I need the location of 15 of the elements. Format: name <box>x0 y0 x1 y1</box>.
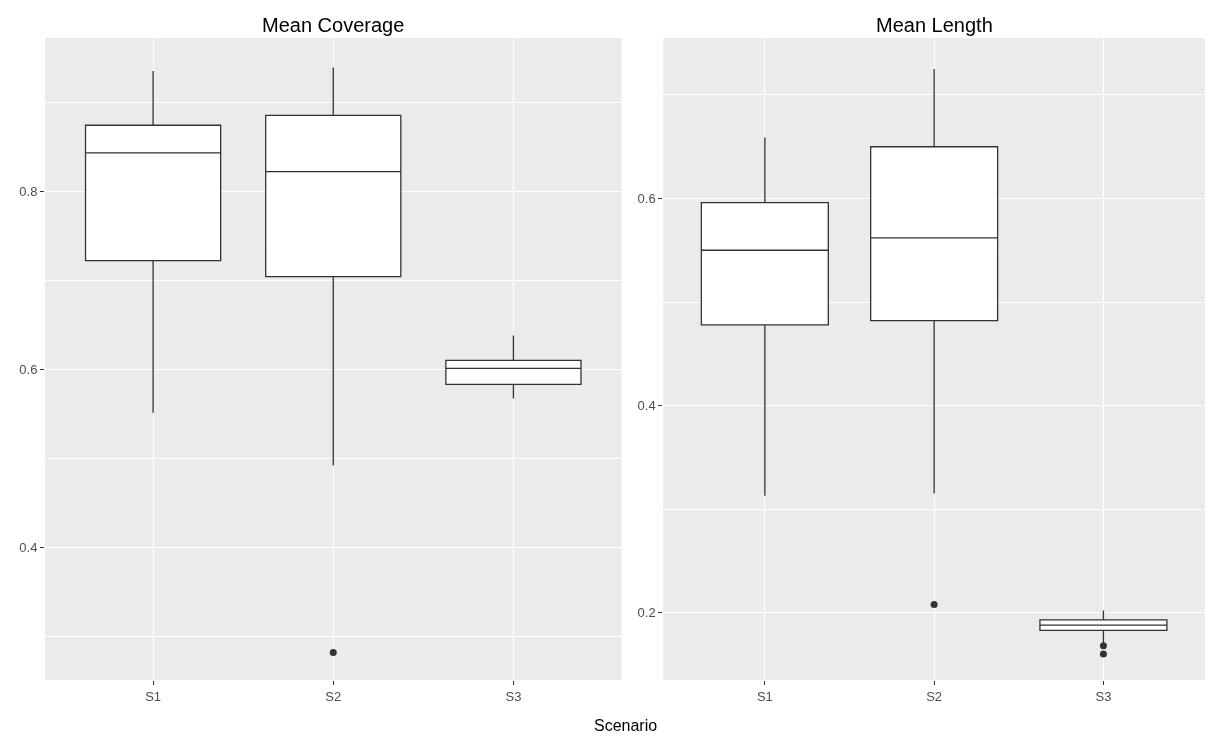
chart-title: Mean Coverage <box>262 14 405 36</box>
y-tick-label: 0.6 <box>637 191 656 207</box>
chart-title: Mean Length <box>876 14 993 36</box>
x-tick-label: S1 <box>145 688 162 704</box>
x-tick-label: S2 <box>325 688 342 704</box>
y-tick-label: 0.4 <box>19 539 38 555</box>
x-tick-label: S2 <box>926 688 943 704</box>
x-tick-label: S3 <box>505 688 522 704</box>
y-tick-label: 0.2 <box>637 605 656 621</box>
x-tick-label: S1 <box>756 688 773 704</box>
y-tick-label: 0.4 <box>637 398 656 414</box>
y-tick-label: 0.6 <box>19 361 38 377</box>
x-tick-label: S3 <box>1095 688 1112 704</box>
y-tick-label: 0.8 <box>19 183 38 199</box>
x-axis-title: Scenario <box>594 717 658 734</box>
